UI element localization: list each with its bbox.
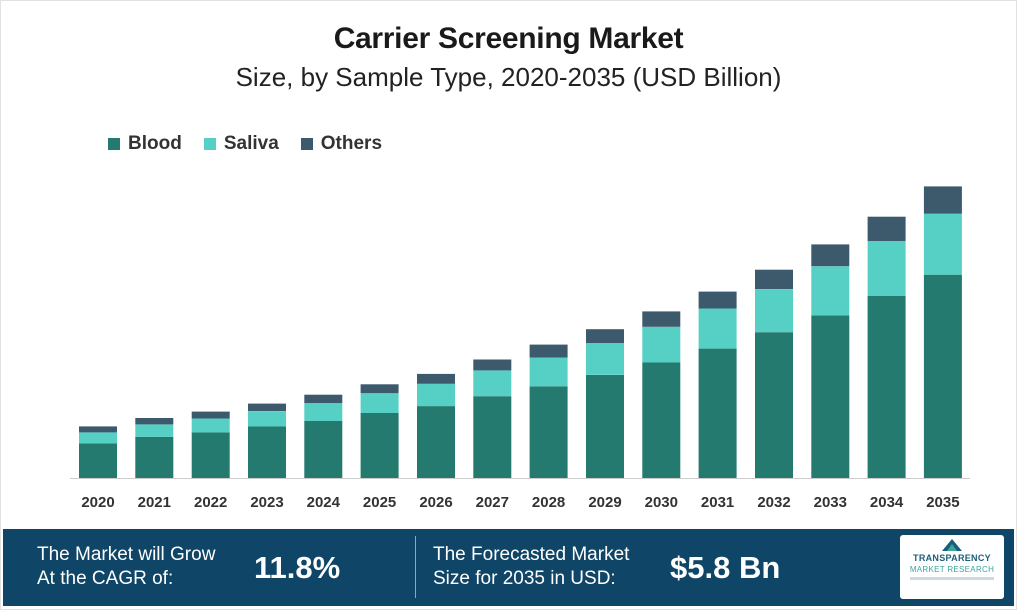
bar-blood-2023 — [248, 426, 286, 478]
bar-others-2021 — [135, 418, 174, 425]
bar-saliva-2026 — [417, 383, 455, 407]
bar-others-2023 — [248, 403, 286, 411]
x-tick-label-2034: 2034 — [870, 494, 904, 511]
bar-others-2034 — [867, 216, 906, 241]
bar-others-2020 — [79, 426, 117, 433]
bar-blood-2029 — [586, 374, 624, 478]
bar-blood-2027 — [473, 396, 512, 478]
logo-line2: MARKET RESEARCH — [909, 565, 995, 574]
chart-legend: Blood Saliva Others — [108, 133, 382, 155]
bar-saliva-2025 — [360, 393, 399, 413]
bar-saliva-2021 — [135, 424, 174, 437]
bar-blood-2026 — [417, 406, 455, 478]
logo-mark-icon — [942, 539, 962, 551]
bar-saliva-2033 — [811, 266, 850, 316]
legend-label-blood: Blood — [128, 133, 182, 154]
logo-underline — [910, 577, 994, 580]
company-logo: TRANSPARENCY MARKET RESEARCH — [900, 535, 1004, 599]
bar-others-2024 — [304, 394, 343, 404]
bar-blood-2020 — [79, 443, 117, 478]
forecast-value: $5.8 Bn — [670, 550, 781, 585]
legend-item-blood: Blood — [108, 133, 182, 155]
bar-blood-2033 — [811, 315, 850, 478]
bar-blood-2024 — [304, 421, 343, 478]
x-tick-label-2029: 2029 — [588, 494, 621, 511]
bar-saliva-2023 — [248, 411, 286, 427]
x-tick-label-2026: 2026 — [419, 494, 452, 511]
bar-others-2029 — [586, 329, 624, 344]
bar-saliva-2020 — [79, 432, 117, 444]
legend-label-saliva: Saliva — [223, 133, 279, 154]
cagr-value: 11.8% — [254, 550, 341, 585]
x-tick-label-2024: 2024 — [307, 494, 341, 511]
bar-others-2032 — [755, 269, 793, 289]
x-tick-label-2025: 2025 — [363, 494, 396, 511]
x-tick-label-2030: 2030 — [645, 494, 678, 511]
x-tick-label-2032: 2032 — [757, 494, 790, 511]
bar-blood-2035 — [923, 274, 962, 478]
x-tick-label-2027: 2027 — [476, 494, 509, 511]
forecast-label-line2: Size for 2035 in USD: — [433, 568, 616, 589]
bar-blood-2032 — [755, 332, 793, 478]
legend-item-saliva: Saliva — [203, 133, 279, 155]
bar-saliva-2022 — [191, 418, 230, 433]
forecast-label: The Forecasted Market Size for 2035 in U… — [433, 543, 629, 591]
legend-swatch-others — [300, 138, 313, 150]
x-tick-label-2022: 2022 — [194, 494, 227, 511]
x-tick-label-2035: 2035 — [926, 494, 959, 511]
bar-blood-2030 — [642, 362, 681, 478]
bar-others-2022 — [191, 411, 230, 419]
bar-others-2033 — [811, 244, 850, 267]
legend-swatch-saliva — [203, 138, 216, 150]
chart-subtitle: Size, by Sample Type, 2020-2035 (USD Bil… — [235, 62, 782, 92]
stacked-bar-chart: 2020 2021 2022 2023 2024 2025 2026 2027 2028 2029… — [70, 186, 970, 511]
x-tick-label-2031: 2031 — [701, 494, 734, 511]
bar-others-2027 — [473, 359, 512, 371]
legend-label-others: Others — [320, 133, 383, 154]
bar-saliva-2030 — [642, 326, 681, 363]
footer-banner: The Market will Grow At the CAGR of: 11.… — [3, 529, 1014, 606]
bar-others-2035 — [923, 186, 962, 214]
bar-blood-2034 — [867, 296, 906, 478]
bar-blood-2025 — [360, 413, 399, 478]
bar-saliva-2024 — [304, 403, 343, 421]
logo-line1: TRANSPARENCY — [913, 553, 991, 563]
bar-others-2026 — [417, 373, 455, 384]
bar-saliva-2027 — [473, 370, 512, 397]
bar-others-2031 — [698, 291, 737, 309]
bar-blood-2021 — [135, 436, 174, 478]
legend-item-others: Others — [300, 133, 383, 155]
x-tick-label-2033: 2033 — [814, 494, 847, 511]
cagr-label-line2: At the CAGR of: — [37, 568, 174, 589]
forecast-label-line1: The Forecasted Market — [433, 544, 630, 565]
x-tick-label-2028: 2028 — [532, 494, 565, 511]
legend-swatch-blood — [108, 138, 120, 150]
bar-blood-2022 — [191, 432, 230, 478]
cagr-label: The Market will Grow At the CAGR of: — [37, 543, 215, 591]
chart-title: Carrier Screening Market — [333, 22, 684, 55]
bar-saliva-2028 — [529, 357, 568, 387]
footer-divider — [415, 536, 416, 598]
bar-saliva-2031 — [698, 308, 737, 349]
x-tick-label-2020: 2020 — [81, 494, 114, 511]
x-tick-label-2023: 2023 — [250, 494, 283, 511]
bar-others-2028 — [529, 344, 568, 358]
bar-blood-2031 — [698, 348, 737, 478]
bar-saliva-2035 — [923, 213, 962, 275]
bar-others-2030 — [642, 311, 681, 327]
bar-saliva-2032 — [755, 289, 793, 333]
bar-saliva-2034 — [867, 241, 906, 296]
x-tick-label-2021: 2021 — [138, 494, 171, 511]
cagr-label-line1: The Market will Grow — [37, 544, 216, 565]
bar-saliva-2029 — [586, 343, 624, 375]
bar-others-2025 — [360, 384, 399, 394]
bar-blood-2028 — [529, 386, 568, 478]
